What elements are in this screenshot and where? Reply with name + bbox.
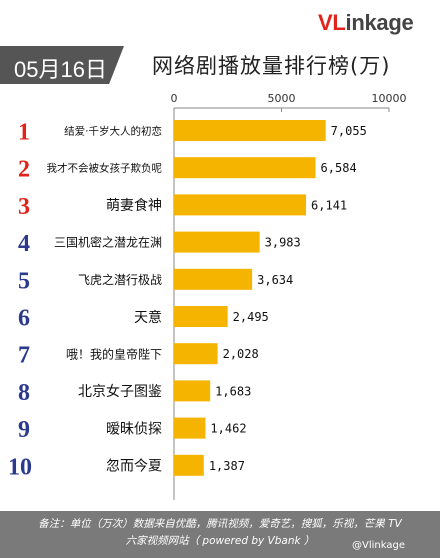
rank-number: 4: [18, 231, 30, 257]
category-label: 飞虎之潜行极战: [78, 273, 162, 287]
bar: [174, 268, 253, 290]
bar: [174, 157, 316, 179]
value-label: 1,683: [215, 384, 251, 398]
rank-number: 7: [18, 343, 30, 369]
x-tick-label: 5000: [268, 92, 296, 105]
category-label: 天意: [134, 309, 162, 326]
footer-note: 备注：单位（万次）数据来自优酷，腾讯视频，爱奇艺，搜狐，乐视，芒果 TV 六家视…: [0, 511, 440, 558]
category-label: 哦！我的皇帝陛下: [66, 346, 162, 361]
logo-suffix: inkage: [345, 10, 414, 35]
value-label: 6,584: [321, 161, 357, 175]
rank-number: 5: [18, 268, 30, 294]
ranking-bar-chart: 0 5000 10000 1 结爱·千岁大人的初恋 7,055 2 我才不会被女孩子欺负呢 6,…: [8, 92, 407, 500]
chart-title: 网络剧播放量排行榜(万): [152, 54, 391, 78]
vlinkage-logo: VLinkage: [318, 10, 414, 36]
rank-number: 2: [18, 157, 30, 183]
value-label: 3,634: [257, 273, 293, 287]
bar: [174, 343, 218, 365]
value-label: 7,055: [331, 124, 367, 138]
rank-number: 6: [18, 306, 30, 332]
value-label: 1,387: [209, 459, 245, 473]
rank-number: 10: [8, 454, 32, 480]
bar: [174, 120, 326, 141]
footer-line-2: 六家视频网站（ powered by Vbank ）: [125, 535, 315, 547]
category-label: 北京女子图鉴: [78, 383, 162, 400]
bar: [174, 454, 204, 476]
value-label: 3,983: [265, 236, 301, 250]
category-label: 三国机密之潜龙在渊: [54, 235, 162, 250]
rank-number: 8: [18, 380, 30, 406]
category-label: 我才不会被女孩子欺负呢: [47, 162, 163, 175]
bar: [174, 231, 260, 253]
date-label: 05月16日: [14, 57, 107, 82]
category-label: 暧昧侦探: [106, 421, 162, 437]
rank-number: 1: [18, 120, 30, 146]
x-tick-label: 10000: [372, 92, 407, 105]
bar: [174, 194, 307, 216]
x-tick-label: 0: [171, 92, 178, 105]
bar: [174, 417, 206, 439]
value-label: 6,141: [311, 198, 347, 212]
value-label: 1,462: [210, 422, 246, 436]
logo-prefix: VL: [318, 10, 346, 35]
category-label: 忽而今夏: [106, 459, 162, 475]
category-label: 萌妻食神: [106, 197, 162, 214]
rank-number: 3: [18, 194, 30, 220]
bar: [174, 380, 211, 402]
footer-line-1: 备注：单位（万次）数据来自优酷，腾讯视频，爱奇艺，搜狐，乐视，芒果 TV: [38, 518, 402, 530]
rank-number: 9: [18, 417, 30, 443]
value-label: 2,495: [233, 310, 269, 324]
category-label: 结爱·千岁大人的初恋: [64, 124, 162, 137]
bar: [174, 306, 228, 327]
weibo-watermark: @Vlinkage: [352, 540, 405, 551]
value-label: 2,028: [223, 347, 259, 361]
date-badge: 05月16日: [0, 46, 124, 84]
